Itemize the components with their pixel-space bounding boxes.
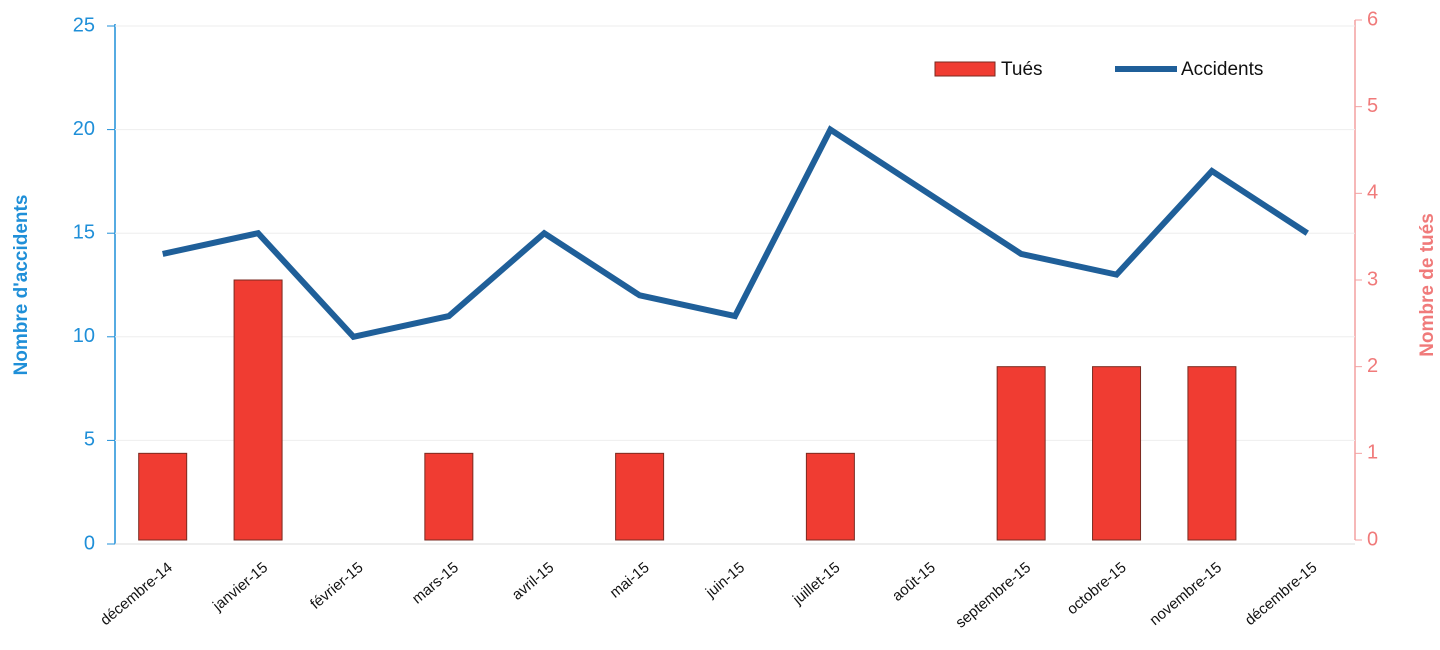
x-tick-label: juillet-15 <box>789 559 843 609</box>
bar <box>1092 366 1142 541</box>
y2-tick-label: 3 <box>1367 268 1378 290</box>
x-tick-label: août-15 <box>889 559 939 605</box>
x-tick-label: avril-15 <box>509 559 558 604</box>
y2-tick-label: 2 <box>1367 355 1378 377</box>
y2-tick-label: 4 <box>1367 182 1378 204</box>
x-tick-label: décembre-14 <box>97 559 176 629</box>
legend-label: Tués <box>1001 59 1043 80</box>
y2-tick-label: 0 <box>1367 528 1378 550</box>
x-tick-label: mars-15 <box>409 559 462 607</box>
bar <box>424 452 474 541</box>
y-tick-label: 0 <box>84 532 95 554</box>
y-tick-label: 15 <box>73 221 95 243</box>
bar <box>1187 366 1237 541</box>
x-tick-label: septembre-15 <box>952 559 1034 632</box>
x-tick-label: février-15 <box>307 559 366 613</box>
x-tick-label: octobre-15 <box>1064 559 1130 618</box>
x-tick-label: novembre-15 <box>1146 559 1225 629</box>
x-tick-label: décembre-15 <box>1242 559 1321 629</box>
y-tick-label: 5 <box>84 429 95 451</box>
y2-tick-label: 1 <box>1367 442 1378 464</box>
legend-label: Accidents <box>1181 59 1263 80</box>
bar <box>996 366 1046 541</box>
y-axis-title: Nombre d'accidents <box>11 195 32 376</box>
bar <box>233 279 283 541</box>
x-tick-label: janvier-15 <box>209 559 271 615</box>
bar <box>138 452 188 541</box>
y2-axis-title: Nombre de tués <box>1417 213 1438 357</box>
x-tick-label: juin-15 <box>702 559 748 602</box>
y2-tick-label: 5 <box>1367 95 1378 117</box>
bar <box>805 452 855 541</box>
y2-tick-label: 6 <box>1367 8 1378 30</box>
y-tick-label: 25 <box>73 14 95 36</box>
legend-swatch <box>934 61 996 77</box>
line <box>162 125 1309 341</box>
bar <box>615 452 665 541</box>
x-tick-label: mai-15 <box>607 559 653 602</box>
y-tick-label: 10 <box>73 325 95 347</box>
y-tick-label: 20 <box>73 118 95 140</box>
